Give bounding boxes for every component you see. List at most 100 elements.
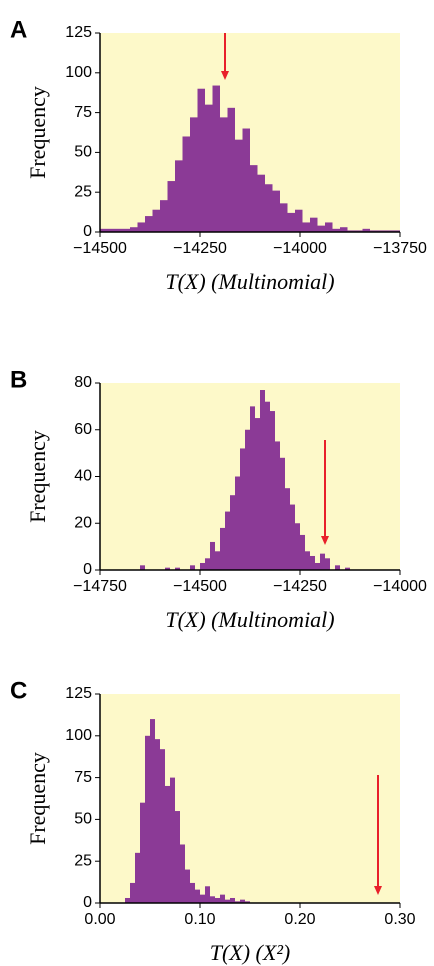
bar [300,534,305,570]
bar [325,222,333,232]
x-tick-label: 0.00 [84,911,115,928]
bar [355,230,363,232]
bar [315,562,320,570]
y-tick-label: 100 [65,64,92,81]
bar [242,128,250,232]
bar [255,418,260,570]
bar [310,555,315,570]
bar [245,429,250,570]
bar [235,901,240,903]
x-tick-label: 0.30 [384,911,415,928]
bar [250,406,255,570]
x-tick-label: −13750 [373,240,427,257]
x-tick-label: 0.20 [284,911,315,928]
panel-label: B [10,366,27,393]
bar [220,117,228,232]
bar [230,495,235,570]
bar [225,511,230,570]
x-tick-label: −14250 [273,578,327,595]
x-tick-label: −14000 [373,578,427,595]
bar [140,565,145,570]
y-tick-label: 60 [74,421,92,438]
x-axis-label: T(X) (X²) [210,940,291,965]
bar [135,852,140,903]
arrow-head [321,536,329,545]
bar [275,441,280,570]
bar [125,897,130,903]
y-axis-label: Frequency [25,86,50,179]
y-tick-label: 0 [83,223,92,240]
bar [270,411,275,570]
bar [200,894,205,903]
bar [295,209,303,232]
panel-label: A [10,16,27,43]
y-tick-label: 75 [74,104,92,121]
bar [160,749,165,903]
x-tick-label: 0.10 [184,911,215,928]
y-tick-label: 40 [74,468,92,485]
bar [205,886,210,903]
bar [235,139,243,232]
bar [100,228,108,232]
x-tick-label: −14000 [273,240,327,257]
y-tick-label: 25 [74,183,92,200]
bar [320,553,325,570]
arrow-head [374,886,382,895]
bar [210,541,215,570]
bar [130,227,138,232]
bar [190,882,195,903]
bar [240,448,245,570]
bar [165,567,170,570]
bar [225,899,230,903]
y-tick-label: 50 [74,144,92,161]
bar [235,476,240,570]
bar [335,565,340,570]
x-tick-label: −14500 [73,240,127,257]
bar [130,882,135,903]
bar [302,222,310,232]
bar [220,527,225,570]
bar [227,107,235,232]
bar [197,88,205,232]
bar [265,184,273,232]
bar [160,200,168,232]
bar [145,216,153,232]
bar [210,896,215,903]
y-tick-label: 0 [83,894,92,911]
bar [290,504,295,570]
bar [122,228,130,232]
bar [175,811,180,903]
bar [195,889,200,903]
bar [285,488,290,570]
bar [347,230,355,232]
bar [340,227,348,232]
y-tick-label: 125 [65,24,92,41]
bar [332,228,340,232]
x-tick-label: −14750 [73,578,127,595]
bar [260,390,265,570]
bar [310,217,318,232]
bar [272,190,280,232]
bar [392,230,400,232]
bar [140,802,145,903]
x-tick-label: −14500 [173,578,227,595]
y-axis-label: Frequency [25,430,50,523]
x-axis-label: T(X) (Multinomial) [165,607,334,632]
bar [362,228,370,232]
y-tick-label: 80 [74,374,92,391]
bar [182,136,190,232]
bar [230,897,235,903]
y-tick-label: 20 [74,514,92,531]
bar [145,735,150,903]
bar [185,869,190,903]
bar [175,160,183,232]
x-tick-label: −14250 [173,240,227,257]
y-tick-label: 50 [74,811,92,828]
bar [377,230,385,232]
y-tick-label: 125 [65,685,92,702]
bar [280,457,285,570]
bar [165,785,170,903]
bar [265,401,270,570]
bar [317,225,325,232]
